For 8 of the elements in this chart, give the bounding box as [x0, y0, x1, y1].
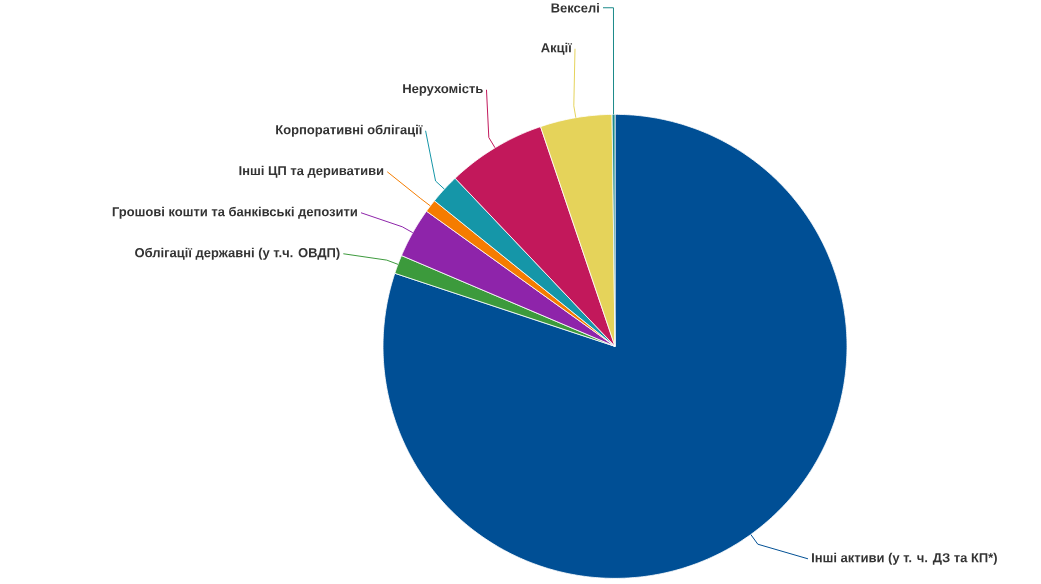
slice-label: Акції [541, 42, 573, 55]
slice-label: Векселі [551, 2, 599, 13]
slice-label: Грошові кошти та банківські депозити [112, 206, 357, 219]
slice-label: Інші ЦП та деривативи [239, 165, 384, 178]
slice-label: Корпоративні облігації [276, 124, 423, 137]
slice-label: Нерухомість [403, 83, 483, 96]
slice-label: Облігації державні (у т.ч. ОВДП) [135, 247, 340, 260]
slice-label: Інші активи (у т. ч. ДЗ та КП*) [812, 552, 997, 565]
